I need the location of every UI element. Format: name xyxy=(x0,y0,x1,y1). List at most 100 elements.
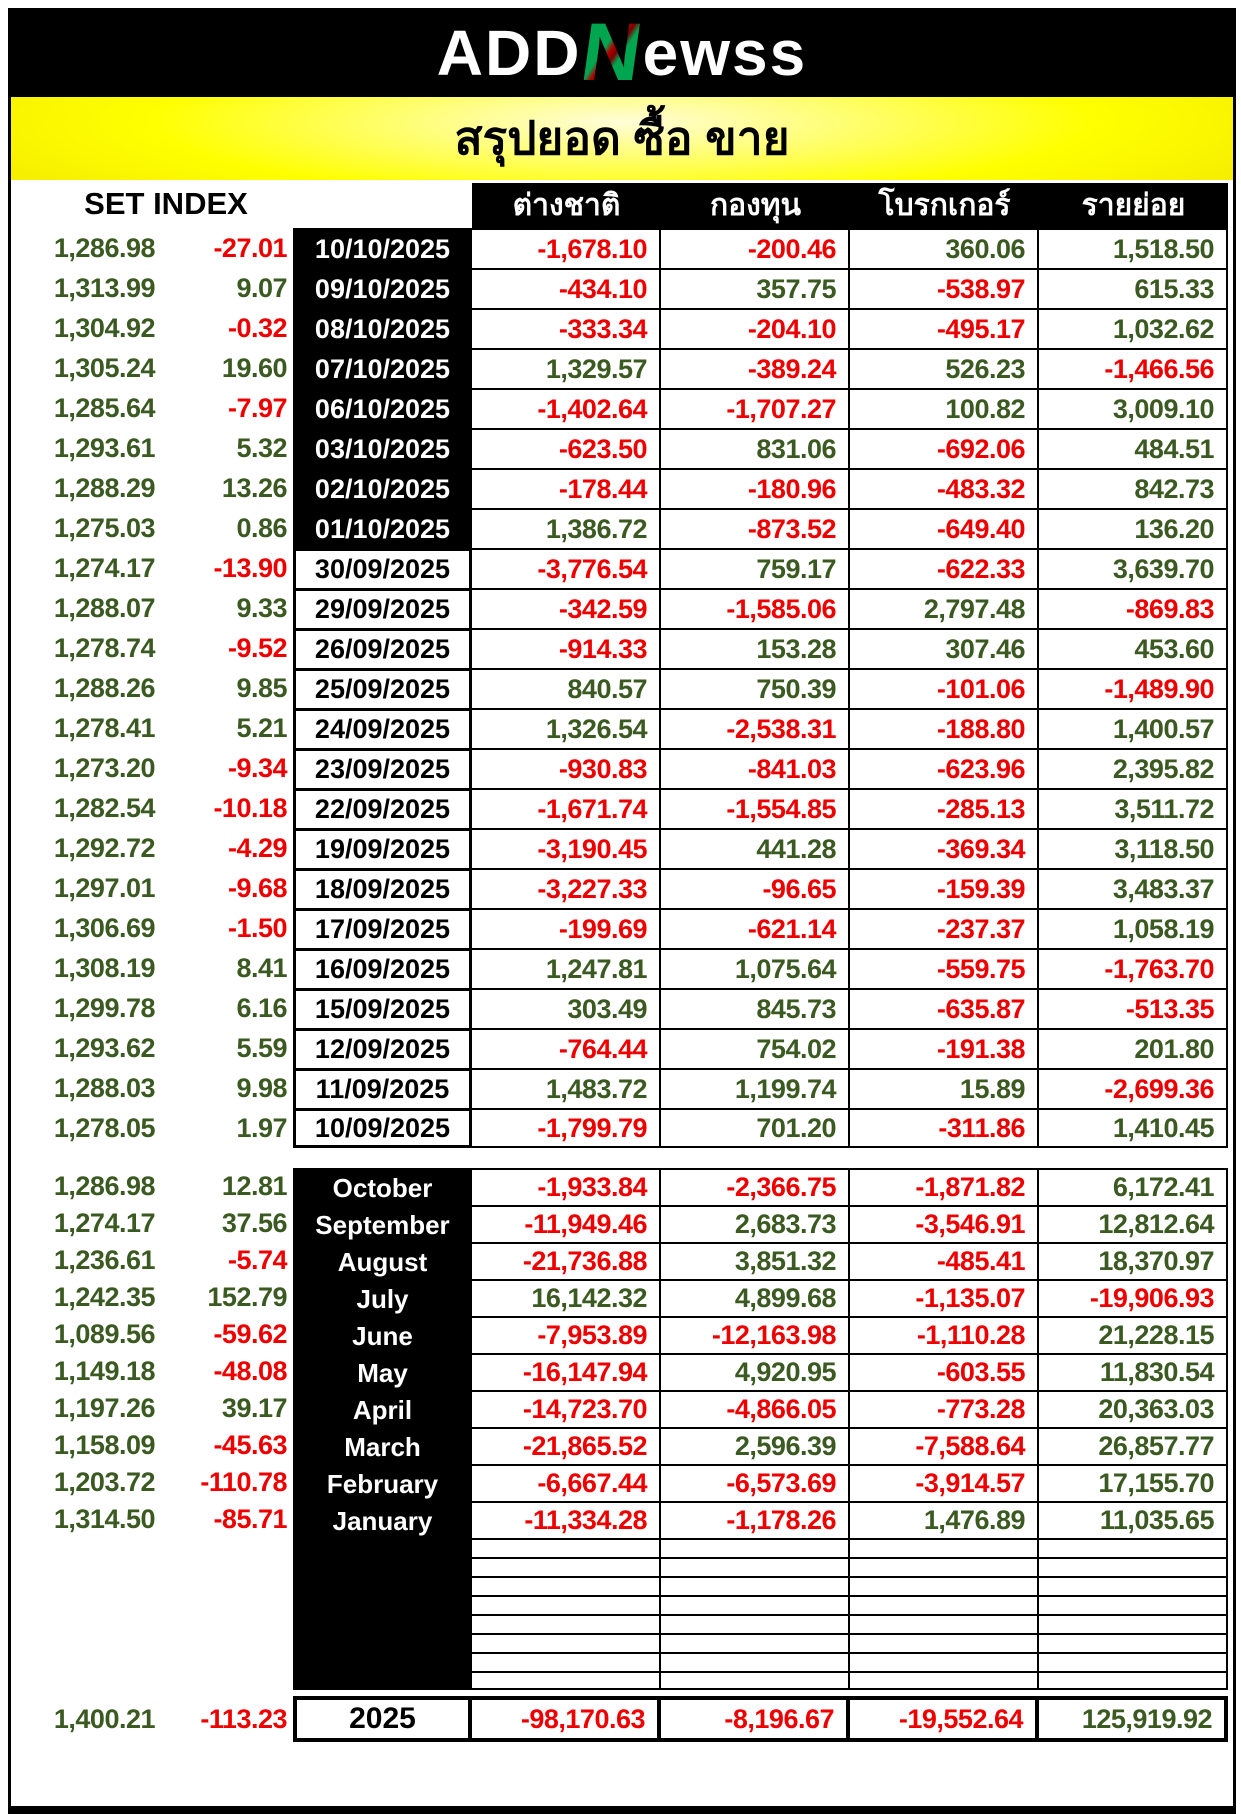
set-index-change xyxy=(155,1633,293,1652)
value-cell: 441.28 xyxy=(661,828,850,868)
set-index-value: 1,274.17 xyxy=(53,1208,156,1238)
set-index-change: -113.23 xyxy=(200,1703,287,1734)
value-cell: 1,476.89 xyxy=(850,1501,1039,1538)
table-row: 1,242.35 152.79 July 16,142.32 4,899.68 -1,13… xyxy=(11,1279,1233,1316)
value-cell: 20,363.03 xyxy=(1039,1390,1228,1427)
set-index-change xyxy=(155,1614,293,1633)
table-row: 1,275.03 0.86 01/10/2025 1,386.72 -873.52 -64… xyxy=(11,508,1233,548)
value-cell: 3,009.10 xyxy=(1039,388,1228,428)
value-cell xyxy=(661,1538,850,1557)
value-cell: 4,920.95 xyxy=(661,1353,850,1390)
set-index-change: -85.71 xyxy=(213,1504,287,1534)
set-index-change: 5.21 xyxy=(236,712,287,743)
value-cell: 750.39 xyxy=(661,668,850,708)
value-cell: -369.34 xyxy=(850,828,1039,868)
value-cell xyxy=(661,1633,850,1652)
value-cell: -11,334.28 xyxy=(472,1501,661,1538)
value-cell: 615.33 xyxy=(1039,268,1228,308)
value-cell: 6,172.41 xyxy=(1039,1168,1228,1205)
set-index-value: 1,273.20 xyxy=(53,752,156,783)
table-row: 1,400.21 -113.23 2025 -98,170.63 -8,196.67 -1… xyxy=(11,1696,1233,1742)
value-cell: -1,554.85 xyxy=(661,788,850,828)
value-cell: -483.32 xyxy=(850,468,1039,508)
value-cell: 303.49 xyxy=(472,988,661,1028)
set-index-value: 1,278.41 xyxy=(53,712,156,743)
value-cell: -1,466.56 xyxy=(1039,348,1228,388)
row-label: 08/10/2025 xyxy=(293,308,472,348)
column-header-retail: รายย่อย xyxy=(1081,189,1186,222)
value-cell: -538.97 xyxy=(850,268,1039,308)
table-row: 1,304.92 -0.32 08/10/2025 -333.34 -204.10 -49… xyxy=(11,308,1233,348)
value-cell xyxy=(472,1633,661,1652)
row-label: 01/10/2025 xyxy=(293,508,472,548)
set-index-change: 9.33 xyxy=(236,592,287,623)
set-index-value: 1,288.07 xyxy=(53,592,156,623)
value-cell: -389.24 xyxy=(661,348,850,388)
value-cell: -21,865.52 xyxy=(472,1427,661,1464)
set-index-change: -9.52 xyxy=(227,632,288,663)
value-cell xyxy=(472,1538,661,1557)
table-row: 1,089.56 -59.62 June -7,953.89 -12,163.98 -1,… xyxy=(11,1316,1233,1353)
set-index-change: 9.85 xyxy=(236,672,287,703)
row-label: August xyxy=(293,1242,472,1279)
row-label: 10/10/2025 xyxy=(293,228,472,268)
set-index-change: -4.29 xyxy=(227,832,288,863)
set-index-value: 1,288.03 xyxy=(53,1072,156,1103)
table-header-row: SET INDEX ต่างชาติ กองทุน โบรกเกอร์ รายย… xyxy=(11,180,1233,228)
value-cell: -178.44 xyxy=(472,468,661,508)
table-row: 1,285.64 -7.97 06/10/2025 -1,402.64 -1,707.2… xyxy=(11,388,1233,428)
row-label: 11/09/2025 xyxy=(293,1068,472,1108)
row-label: June xyxy=(293,1316,472,1353)
set-index-change: -5.74 xyxy=(227,1245,288,1275)
row-label: March xyxy=(293,1427,472,1464)
value-cell: -622.33 xyxy=(850,548,1039,588)
value-cell: -342.59 xyxy=(472,588,661,628)
value-cell: 17,155.70 xyxy=(1039,1464,1228,1501)
set-index-change xyxy=(155,1671,293,1690)
set-index-change xyxy=(155,1595,293,1614)
value-cell xyxy=(661,1557,850,1576)
table-row xyxy=(11,1614,1233,1633)
value-cell: -3,776.54 xyxy=(472,548,661,588)
value-cell: 1,386.72 xyxy=(472,508,661,548)
value-cell: 153.28 xyxy=(661,628,850,668)
set-index-change: 9.98 xyxy=(236,1072,287,1103)
value-cell: -930.83 xyxy=(472,748,661,788)
value-cell: -7,588.64 xyxy=(850,1427,1039,1464)
value-cell xyxy=(850,1595,1039,1614)
row-label: 25/09/2025 xyxy=(293,668,472,708)
daily-rows-section: 1,286.98 -27.01 10/10/2025 -1,678.10 -200.46… xyxy=(11,228,1233,1148)
value-cell: 754.02 xyxy=(661,1028,850,1068)
table-row: 1,293.62 5.59 12/09/2025 -764.44 754.02 -191.… xyxy=(11,1028,1233,1068)
logo-n-icon: N xyxy=(576,6,649,98)
value-cell: 1,483.72 xyxy=(472,1068,661,1108)
table-row: 1,273.20 -9.34 23/09/2025 -930.83 -841.03 -62… xyxy=(11,748,1233,788)
set-index-change: -13.90 xyxy=(213,552,287,583)
table-row: 1,197.26 39.17 April -14,723.70 -4,866.05 -77… xyxy=(11,1390,1233,1427)
set-index-value: 1,278.05 xyxy=(53,1112,156,1143)
table-row: 1,288.03 9.98 11/09/2025 1,483.72 1,199.74 15… xyxy=(11,1068,1233,1108)
row-label xyxy=(293,1671,472,1690)
value-cell: 307.46 xyxy=(850,628,1039,668)
row-label: 15/09/2025 xyxy=(293,988,472,1028)
set-index-value: 1,304.92 xyxy=(53,312,156,343)
investor-column-headers: ต่างชาติ กองทุน โบรกเกอร์ รายย่อย xyxy=(472,183,1228,228)
set-index-value: 1,305.24 xyxy=(53,352,156,383)
set-index-value: 1,288.29 xyxy=(53,472,156,503)
value-cell: -199.69 xyxy=(472,908,661,948)
value-cell xyxy=(850,1576,1039,1595)
row-label xyxy=(293,1595,472,1614)
value-cell: 3,118.50 xyxy=(1039,828,1228,868)
table-row: 1,313.99 9.07 09/10/2025 -434.10 357.75 -538.… xyxy=(11,268,1233,308)
set-index-change: 1.97 xyxy=(236,1112,287,1143)
set-index-value xyxy=(11,1557,155,1576)
value-cell xyxy=(472,1576,661,1595)
value-cell: -1,135.07 xyxy=(850,1279,1039,1316)
set-index-value: 1,286.98 xyxy=(53,232,156,263)
row-label: February xyxy=(293,1464,472,1501)
row-label: May xyxy=(293,1353,472,1390)
value-cell: -649.40 xyxy=(850,508,1039,548)
value-cell: -513.35 xyxy=(1039,988,1228,1028)
set-index-change: 12.81 xyxy=(221,1171,288,1201)
value-cell xyxy=(472,1671,661,1690)
